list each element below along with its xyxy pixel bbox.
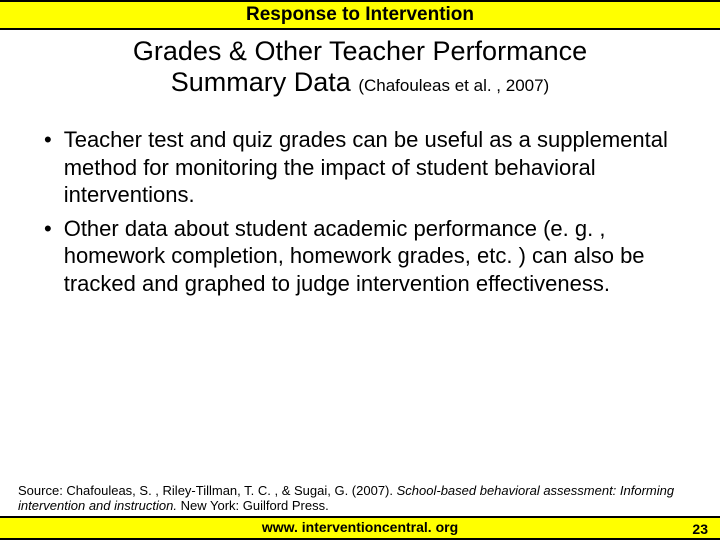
source-suffix: New York: Guilford Press. bbox=[181, 498, 329, 513]
bullet-text: Teacher test and quiz grades can be usef… bbox=[64, 126, 682, 209]
title-line2-text: Summary Data bbox=[171, 67, 359, 97]
bullet-text: Other data about student academic perfor… bbox=[64, 215, 682, 298]
title-line2: Summary Data (Chafouleas et al. , 2007) bbox=[40, 67, 680, 98]
header-title: Response to Intervention bbox=[246, 4, 474, 25]
title-citation: (Chafouleas et al. , 2007) bbox=[358, 76, 549, 95]
title-line1: Grades & Other Teacher Performance bbox=[40, 36, 680, 67]
source-prefix: Source: Chafouleas, S. , Riley-Tillman, … bbox=[18, 483, 397, 498]
header-bar: Response to Intervention bbox=[0, 0, 720, 30]
bullet-item: • Teacher test and quiz grades can be us… bbox=[38, 126, 682, 209]
footer-bar: www. interventioncentral. org 23 bbox=[0, 516, 720, 540]
page-number: 23 bbox=[692, 521, 708, 537]
source-block: Source: Chafouleas, S. , Riley-Tillman, … bbox=[0, 483, 720, 516]
bullet-dot-icon: • bbox=[44, 215, 52, 243]
bullet-item: • Other data about student academic perf… bbox=[38, 215, 682, 298]
body: • Teacher test and quiz grades can be us… bbox=[0, 108, 720, 483]
title-block: Grades & Other Teacher Performance Summa… bbox=[0, 30, 720, 108]
slide: Response to Intervention Grades & Other … bbox=[0, 0, 720, 540]
source-text: Source: Chafouleas, S. , Riley-Tillman, … bbox=[18, 483, 702, 514]
bullet-dot-icon: • bbox=[44, 126, 52, 154]
footer-url: www. interventioncentral. org bbox=[262, 519, 458, 535]
